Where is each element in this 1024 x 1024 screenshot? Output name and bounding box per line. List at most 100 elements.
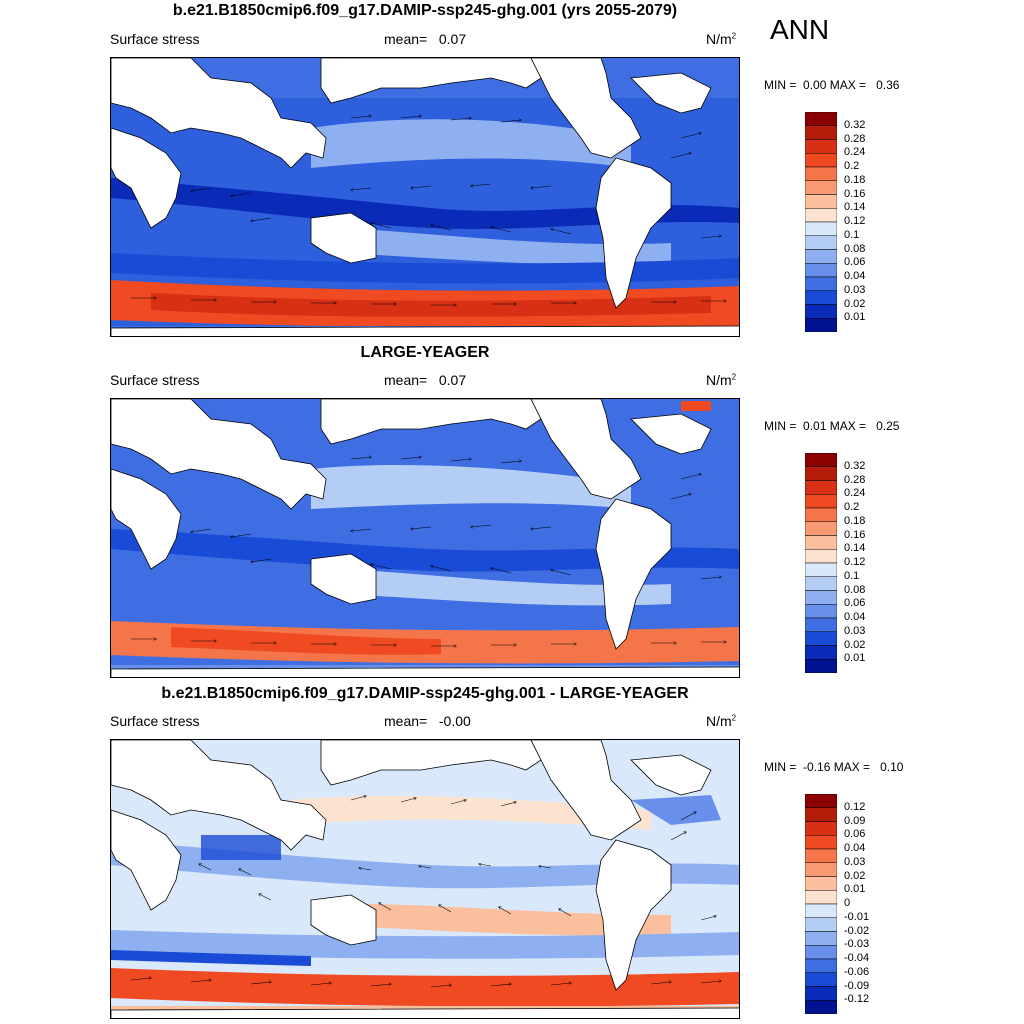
panel-1-max-label: MAX = [829,78,867,92]
colorbar-swatch [805,507,837,522]
panel-3-map [110,739,740,1019]
colorbar-swatch [805,1000,837,1014]
panel-1-max-value: 0.36 [876,78,900,92]
colorbar-swatch [805,945,837,960]
colorbar-swatch [805,631,837,646]
colorbar-tick-label: 0.08 [844,242,866,255]
panel-2-mean-value: 0.07 [438,372,467,388]
colorbar-tick-label: 0.2 [844,501,860,513]
panel-2-units-exp: 2 [731,372,737,382]
colorbar-swatch [805,876,837,891]
colorbar-swatch [805,576,837,591]
panel-1-mean-label: mean= [384,31,428,47]
panel-3-units: N/m2 [706,713,736,729]
colorbar-tick-label: 0.02 [844,869,866,882]
colorbar-tick-label: -0.02 [844,924,870,937]
panel-2-max-label: MAX = [829,419,867,433]
panel-1-minmax: MIN = 0.00 MAX = 0.36 [764,78,899,92]
colorbar-swatch [805,549,837,564]
panel-3-colorbar-labels: 0.12 0.09 0.06 0.04 0.03 0.02 0.01 0 -0.01 -0.02-… [844,794,904,1014]
colorbar-tick-label: 0.03 [844,624,866,637]
colorbar-swatch [805,821,837,836]
colorbar-swatch [805,318,837,332]
colorbar-swatch [805,794,837,808]
colorbar-swatch [805,903,837,918]
colorbar-tick-label: 0.04 [844,611,866,623]
colorbar-swatch [805,590,837,605]
panel-3-max-value: 0.10 [880,760,904,774]
colorbar-tick-label: -0.01 [844,910,870,923]
colorbar-swatch [805,180,837,195]
panel-1-map [110,57,740,337]
colorbar-tick-label: 0.2 [844,160,860,172]
colorbar-swatch [805,645,837,660]
colorbar-swatch [805,480,837,495]
panel-3-colorbar [805,794,837,1014]
colorbar-swatch [805,848,837,863]
colorbar-tick-label: 0 [844,897,851,909]
colorbar-swatch [805,194,837,209]
panel-2-colorbar-labels: 0.32 0.28 0.24 0.2 0.18 0.16 0.14 0.12 0.1 0.08 0.… [844,453,904,673]
colorbar-tick-label: 0.24 [844,146,866,159]
panel-3-mean-label: mean= [384,713,428,729]
colorbar-swatch [805,304,837,319]
colorbar-swatch [805,139,837,154]
panel-1-mean: mean= 0.07 [384,31,466,47]
colorbar-tick-label: 0.28 [844,473,866,486]
panel-2-mean: mean= 0.07 [384,372,466,388]
colorbar-swatch [805,931,837,946]
colorbar-swatch [805,221,837,236]
colorbar-tick-label: -0.04 [844,952,870,964]
panel-2-title: LARGE-YEAGER [360,344,490,361]
colorbar-tick-label: 0.06 [844,597,866,610]
panel-3-mean-value: -0.00 [438,713,471,729]
colorbar-swatch [805,535,837,550]
colorbar-tick-label: -0.12 [844,993,870,1006]
colorbar-swatch [805,986,837,1001]
colorbar-tick-label: 0.08 [844,583,866,596]
panel-2-map [110,398,740,678]
colorbar-swatch [805,290,837,305]
colorbar-swatch [805,235,837,250]
colorbar-tick-label: 0.32 [844,459,866,472]
colorbar-tick-label: 0.14 [844,201,866,214]
panel-1-variable: Surface stress [110,31,200,47]
panel-3-min-label: MIN = [764,760,797,774]
colorbar-tick-label: 0.04 [844,270,866,282]
colorbar-swatch [805,521,837,536]
colorbar-swatch [805,466,837,481]
colorbar-tick-label: 0.28 [844,132,866,145]
colorbar-tick-label: 0.16 [844,528,866,541]
colorbar-swatch [805,807,837,822]
colorbar-tick-label: -0.06 [844,965,870,978]
colorbar-swatch [805,958,837,973]
colorbar-tick-label: 0.09 [844,814,866,827]
panel-1-min-label: MIN = [764,78,797,92]
colorbar-tick-label: 0.02 [844,638,866,651]
season-label: ANN [770,14,830,45]
panel-2-minmax: MIN = 0.01 MAX = 0.25 [764,419,899,433]
panel-2-min-value: 0.01 [803,419,827,433]
colorbar-swatch [805,562,837,577]
colorbar-swatch [805,166,837,181]
panel-1-colorbar-labels: 0.32 0.28 0.24 0.2 0.18 0.16 0.14 0.12 0.1 0.08 0.… [844,112,904,332]
panel-1-units-exp: 2 [731,31,737,41]
colorbar-swatch [805,862,837,877]
panel-3-mean: mean= -0.00 [384,713,471,729]
colorbar-swatch [805,890,837,905]
colorbar-tick-label: 0.02 [844,297,866,310]
colorbar-tick-label: 0.12 [844,800,866,813]
colorbar-tick-label: 0.32 [844,118,866,131]
colorbar-swatch [805,659,837,673]
colorbar-tick-label: -0.03 [844,938,870,951]
colorbar-swatch [805,835,837,850]
colorbar-tick-label: 0.01 [844,652,866,665]
colorbar-tick-label: 0.12 [844,215,866,227]
panel-3-minmax: MIN = -0.16 MAX = 0.10 [764,760,903,774]
colorbar-tick-label: 0.14 [844,542,866,555]
panel-1-min-value: 0.00 [803,78,827,92]
panel-1-mean-value: 0.07 [438,31,467,47]
panel-3-max-label: MAX = [833,760,871,774]
panel-1-title: b.e21.B1850cmip6.f09_g17.DAMIP-ssp245-gh… [172,2,678,19]
colorbar-tick-label: 0.06 [844,256,866,269]
